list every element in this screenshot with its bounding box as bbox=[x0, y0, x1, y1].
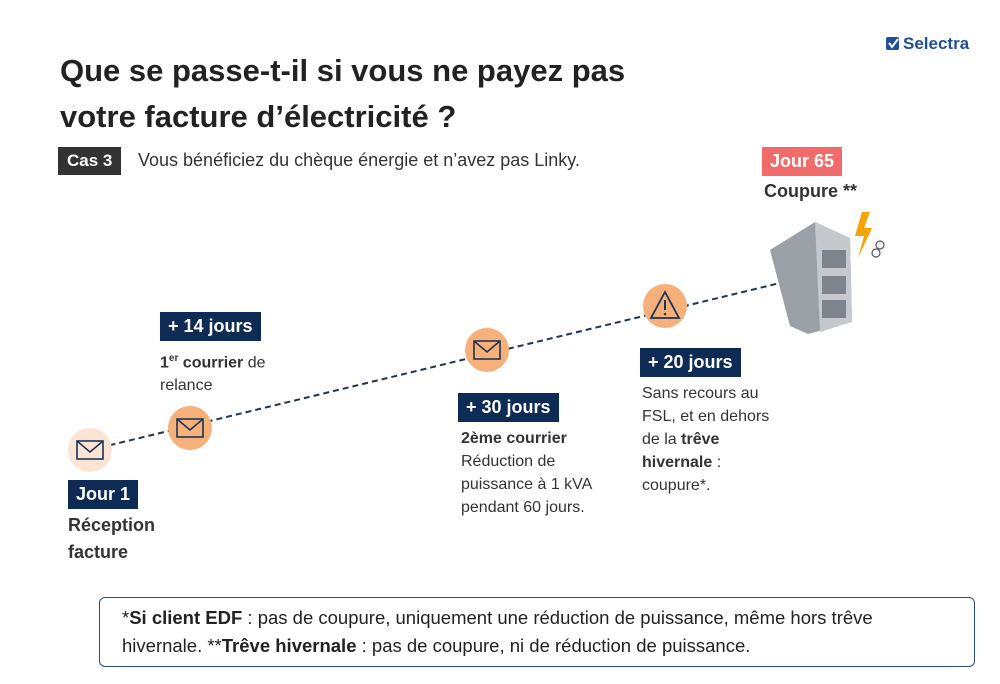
case-badge: Cas 3 bbox=[58, 147, 122, 175]
text: : pas de coupure, uniquement une réducti… bbox=[122, 607, 873, 656]
text: er bbox=[168, 353, 179, 364]
text: courrier bbox=[178, 354, 244, 372]
step-description: Sans recours au FSL, et en dehors de la … bbox=[642, 382, 782, 497]
text: 2ème courrier bbox=[461, 430, 567, 447]
step-description: 1er courrier de relance bbox=[160, 347, 290, 397]
text: : coupure*. bbox=[642, 454, 722, 494]
text: Réception facture bbox=[68, 515, 156, 562]
text: Si client EDF bbox=[129, 607, 243, 628]
text: trêve hivernale bbox=[642, 431, 720, 471]
step-label: + 20 jours bbox=[640, 348, 741, 377]
envelope-icon bbox=[168, 406, 212, 450]
text: 1 bbox=[160, 354, 169, 372]
text: Coupure ** bbox=[764, 181, 858, 201]
step-description: Réception facture bbox=[68, 512, 178, 566]
case-text: Vous bénéficiez du chèque énergie et n’a… bbox=[138, 150, 580, 170]
step-description: 2ème courrier Réduction de puissance à 1… bbox=[461, 427, 599, 519]
text: Trêve hivernale bbox=[221, 635, 357, 656]
step-label: Jour 1 bbox=[68, 480, 139, 509]
warning-icon bbox=[643, 284, 687, 328]
step-label: Jour 65 bbox=[762, 147, 843, 176]
text: Sans recours au FSL, et en dehors de la bbox=[642, 385, 770, 448]
step-label: + 30 jours bbox=[458, 393, 559, 422]
envelope-icon bbox=[465, 328, 509, 372]
logo-icon bbox=[886, 37, 899, 50]
step-label: + 14 jours bbox=[160, 312, 261, 341]
text: Réduction de puissance à 1 kVA pendant 6… bbox=[461, 453, 592, 516]
text: : pas de coupure, ni de réduction de pui… bbox=[356, 635, 751, 656]
meter-icon bbox=[770, 212, 885, 334]
text: * bbox=[122, 607, 130, 628]
footnote: *Si client EDF : pas de coupure, uniquem… bbox=[99, 597, 975, 667]
step-description: Coupure ** bbox=[764, 180, 857, 203]
logo: Selectra bbox=[903, 34, 970, 53]
text: de relance bbox=[160, 354, 266, 395]
title: Que se passe-t-il si vous ne payez pas v… bbox=[60, 53, 626, 134]
envelope-icon bbox=[68, 428, 112, 472]
